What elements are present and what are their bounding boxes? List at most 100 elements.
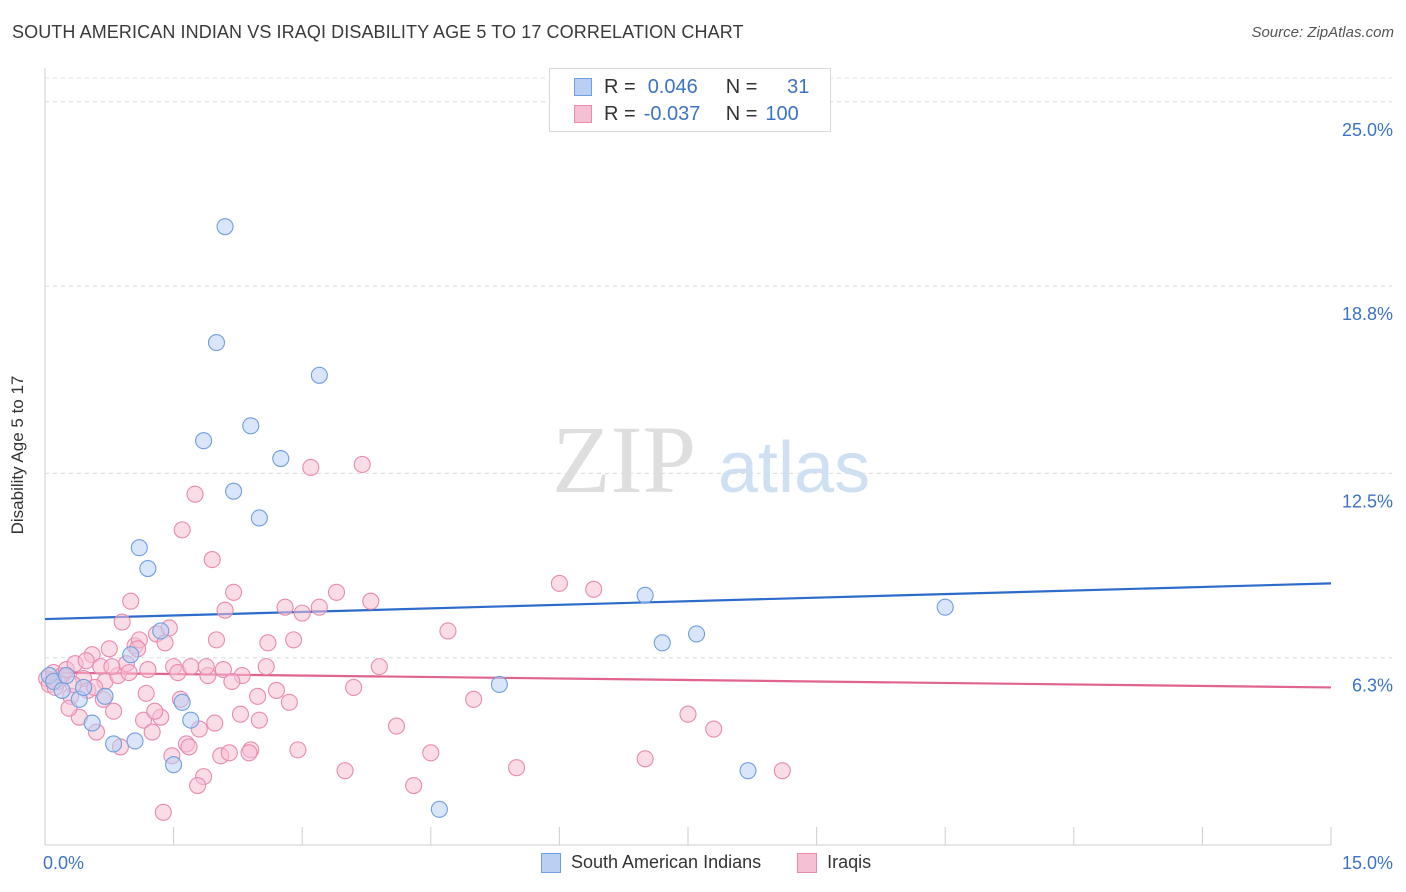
- point-iraqi: [276, 598, 294, 616]
- point-iraqi: [289, 741, 307, 759]
- point-iraqi: [207, 631, 226, 649]
- point-south-american-indian: [310, 366, 328, 384]
- point-south-american-indian: [83, 714, 101, 732]
- point-iraqi: [405, 776, 423, 795]
- point-south-american-indian: [75, 678, 93, 696]
- point-south-american-indian: [430, 800, 448, 818]
- point-iraqi: [105, 702, 123, 720]
- point-iraqi: [636, 750, 654, 768]
- point-iraqi: [249, 687, 267, 705]
- legend-item-iraqis: Iraqis: [797, 852, 871, 873]
- legend-n-value: 31: [787, 75, 810, 98]
- point-iraqi: [465, 690, 483, 708]
- legend-r-value: -0.037: [643, 102, 701, 125]
- y-tick-label: 6.3%: [1352, 676, 1393, 696]
- legend-swatch-blue: [574, 78, 592, 96]
- point-iraqi: [585, 580, 603, 598]
- legend-swatch-pink: [797, 852, 818, 873]
- point-iraqi: [146, 702, 164, 720]
- point-iraqi: [439, 622, 457, 640]
- point-south-american-indian: [130, 539, 148, 557]
- legend-label: Iraqis: [827, 852, 872, 872]
- point-iraqi: [135, 711, 153, 729]
- point-south-american-indian: [57, 666, 75, 685]
- legend-swatch-blue: [541, 852, 561, 873]
- point-south-american-indian: [122, 646, 140, 664]
- legend-n-value: 100: [765, 102, 799, 125]
- point-south-american-indian: [96, 687, 114, 705]
- legend-item-south-american-indians: South American Indians: [541, 852, 761, 873]
- point-iraqi: [362, 592, 380, 610]
- point-iraqi: [137, 684, 155, 702]
- point-iraqi: [705, 720, 723, 738]
- point-iraqi: [173, 521, 191, 539]
- legend-row-iraqis: R = -0.037 N = 100: [574, 102, 805, 126]
- point-south-american-indian: [636, 586, 654, 604]
- trend-line-south-american-indians: [44, 582, 1332, 621]
- chart-title: SOUTH AMERICAN INDIAN VS IRAQI DISABILIT…: [12, 22, 744, 42]
- point-iraqi: [370, 658, 388, 676]
- x-tick-label: 0.0%: [43, 853, 84, 873]
- point-iraqi: [240, 744, 258, 762]
- point-iraqi: [550, 574, 568, 592]
- point-south-american-indian: [139, 559, 157, 578]
- point-iraqi: [197, 658, 215, 676]
- point-iraqi: [216, 601, 234, 619]
- point-south-american-indian: [688, 625, 706, 643]
- legend-r-value: 0.046: [647, 75, 698, 98]
- trend-line-iraqis: [44, 671, 1332, 689]
- point-iraqi: [387, 717, 406, 735]
- point-iraqi: [327, 583, 346, 601]
- point-iraqi: [225, 583, 243, 601]
- point-iraqi: [203, 551, 221, 569]
- x-tick-label: 15.0%: [1342, 853, 1393, 873]
- y-axis-label: Disability Age 5 to 17: [8, 375, 27, 535]
- point-iraqi: [143, 723, 161, 741]
- point-iraqi: [773, 762, 791, 780]
- point-south-american-indian: [207, 334, 226, 352]
- legend-swatch-pink: [574, 105, 592, 123]
- point-iraqi: [206, 714, 224, 732]
- correlation-legend: R = 0.046 N = 31 R = -0.037 N = 100: [549, 68, 831, 132]
- point-iraqi: [122, 592, 140, 610]
- watermark-zip: ZIP: [552, 406, 696, 513]
- point-iraqi: [100, 640, 118, 658]
- point-iraqi: [267, 681, 286, 699]
- legend-n-label: N =: [725, 102, 758, 125]
- point-iraqi: [422, 744, 440, 762]
- point-iraqi: [302, 458, 320, 476]
- point-iraqi: [259, 634, 277, 652]
- point-iraqi: [679, 705, 697, 723]
- point-south-american-indian: [242, 417, 260, 435]
- point-south-american-indian: [152, 622, 170, 640]
- y-tick-label: 12.5%: [1342, 491, 1393, 511]
- point-iraqi: [336, 762, 354, 780]
- point-iraqi: [139, 661, 157, 679]
- point-iraqi: [285, 631, 303, 649]
- point-iraqi: [280, 693, 298, 711]
- legend-r-label: R =: [604, 75, 636, 98]
- point-iraqi: [231, 705, 250, 723]
- point-south-american-indian: [936, 598, 954, 616]
- point-south-american-indian: [739, 762, 757, 780]
- point-iraqi: [293, 604, 311, 622]
- point-iraqi: [214, 661, 232, 679]
- point-south-american-indian: [126, 732, 144, 750]
- series-legend: South American Indians Iraqis: [541, 852, 907, 873]
- y-tick-label: 25.0%: [1342, 120, 1393, 140]
- point-iraqi: [250, 711, 268, 729]
- watermark-atlas: atlas: [718, 428, 870, 508]
- point-iraqi: [220, 744, 238, 762]
- point-iraqi: [180, 738, 198, 756]
- point-iraqi: [353, 455, 371, 474]
- point-iraqi: [223, 672, 241, 691]
- point-south-american-indian: [53, 681, 71, 699]
- point-south-american-indian: [225, 482, 243, 500]
- point-south-american-indian: [182, 711, 200, 729]
- point-iraqi: [113, 613, 131, 631]
- point-south-american-indian: [250, 509, 268, 527]
- source-label: Source: ZipAtlas.com: [1251, 24, 1394, 41]
- point-south-american-indian: [173, 693, 191, 711]
- point-iraqi: [189, 776, 207, 795]
